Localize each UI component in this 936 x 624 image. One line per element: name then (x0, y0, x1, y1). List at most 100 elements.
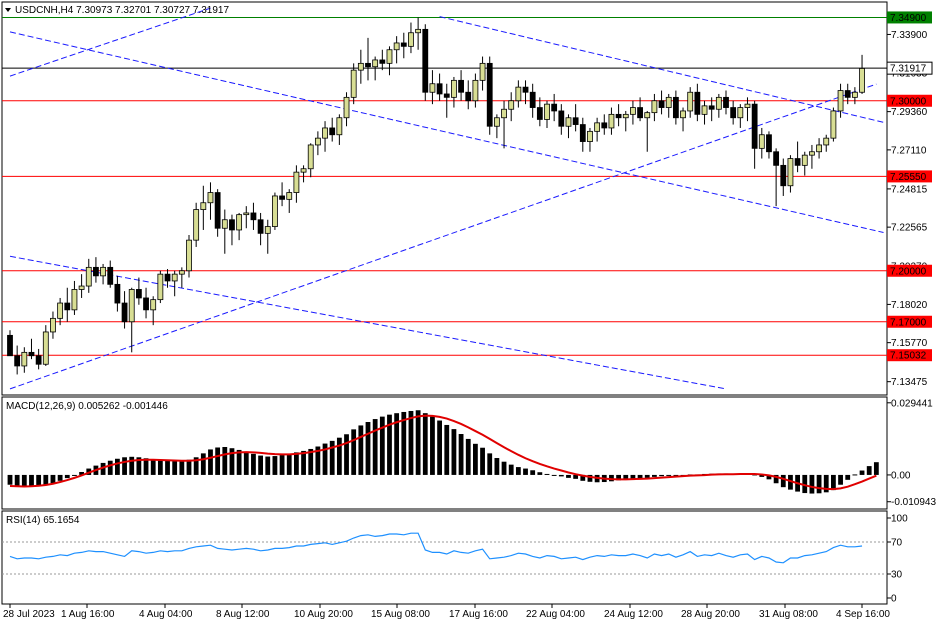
time-tick-label: 8 Aug 12:00 (216, 609, 270, 620)
candle-body (214, 192, 221, 229)
macd-bar (558, 474, 564, 477)
trendline (9, 83, 877, 390)
level-label-box (887, 170, 932, 183)
candle-body (164, 273, 171, 282)
candle-body (851, 91, 858, 98)
candle-body (100, 266, 106, 277)
level-label: 7.30000 (890, 96, 927, 107)
candle-body (508, 100, 515, 110)
candle-body (687, 91, 694, 112)
candle-body (178, 270, 185, 275)
macd-bar (21, 474, 27, 487)
candle-body (701, 105, 708, 115)
macd-bar (852, 474, 858, 476)
macd-bar (222, 446, 228, 475)
time-tick-label: 1 Aug 16:00 (61, 609, 115, 620)
candle-body (408, 32, 414, 47)
macd-bar (208, 449, 213, 475)
macd-bar (358, 425, 364, 475)
candle-body (150, 299, 157, 311)
macd-bar (265, 456, 271, 475)
macd-bar (458, 434, 464, 475)
macd-bar (379, 416, 385, 475)
macd-bar (129, 456, 135, 475)
macd-bar (515, 467, 521, 475)
rsi-panel-frame (1, 510, 888, 605)
macd-bar (258, 455, 263, 475)
candle-body (486, 62, 493, 127)
macd-bar (666, 474, 672, 476)
time-tick-label: 24 Aug 12:00 (604, 609, 663, 620)
macd-bar (315, 446, 321, 475)
candle-body (723, 96, 729, 108)
candle-body (243, 212, 250, 216)
level-label: 7.20000 (890, 266, 927, 277)
macd-bar (494, 458, 500, 475)
macd-bar (773, 474, 779, 484)
macd-bar (659, 474, 664, 477)
macd-indicator: 0.029441 0.00 -0.010943 (7, 398, 936, 508)
candle-body (672, 96, 679, 119)
macd-bar (286, 454, 292, 475)
candle-body (809, 151, 815, 156)
level-label-box (887, 315, 932, 328)
candle-body (644, 112, 651, 119)
trendline (9, 7, 211, 77)
candle-body (436, 83, 443, 95)
macd-bar (57, 474, 63, 481)
candle-body (229, 219, 235, 231)
candle-body (536, 107, 543, 120)
rsi-tick-label: 100 (891, 514, 908, 525)
macd-bar (150, 459, 156, 475)
macd-bar (422, 413, 428, 475)
macd-bar (64, 474, 70, 479)
macd-bar (7, 474, 13, 485)
candle-body (379, 59, 386, 64)
candle-body (744, 103, 751, 108)
candle-body (751, 103, 758, 149)
level-label-box (886, 61, 933, 75)
macd-bar (838, 474, 843, 485)
triangle-down-icon[interactable] (5, 8, 11, 12)
macd-bar (372, 419, 378, 475)
candle-body (565, 117, 572, 127)
macd-bar (523, 468, 528, 475)
candle-body (737, 107, 744, 119)
candle-body (715, 96, 722, 110)
candle-body (114, 283, 121, 304)
macd-bar (444, 424, 450, 475)
candle-body (594, 122, 601, 132)
macd-bar (487, 453, 493, 475)
candle-body (680, 110, 686, 119)
channel-trendlines[interactable] (9, 7, 884, 390)
rsi-tick-label: 0 (891, 594, 897, 605)
candle-body (14, 355, 21, 367)
candle-body (443, 93, 450, 98)
macd-bar (630, 474, 636, 479)
macd-bar (573, 474, 579, 479)
macd-bar (465, 438, 471, 475)
macd-tick-label: 0.00 (891, 470, 911, 481)
candle-body (107, 266, 114, 285)
candle-body (386, 49, 393, 64)
level-label: 7.31917 (890, 64, 927, 75)
candle-body (844, 90, 851, 98)
macd-signal-line (9, 414, 877, 491)
candle-body (758, 134, 765, 149)
candle-body (207, 192, 214, 204)
candle-body (135, 289, 142, 299)
macd-bar (451, 429, 457, 475)
candle-body (630, 107, 636, 115)
macd-bar (408, 410, 414, 475)
candle-body (479, 62, 486, 81)
macd-bar (816, 474, 822, 494)
candle-body (314, 137, 321, 146)
candle-body (816, 144, 822, 153)
candle-body (458, 79, 464, 93)
candle-body (286, 192, 293, 200)
candle-body (293, 171, 300, 193)
macd-bar (401, 411, 407, 475)
macd-bar (143, 458, 149, 475)
candle-body (343, 96, 350, 119)
